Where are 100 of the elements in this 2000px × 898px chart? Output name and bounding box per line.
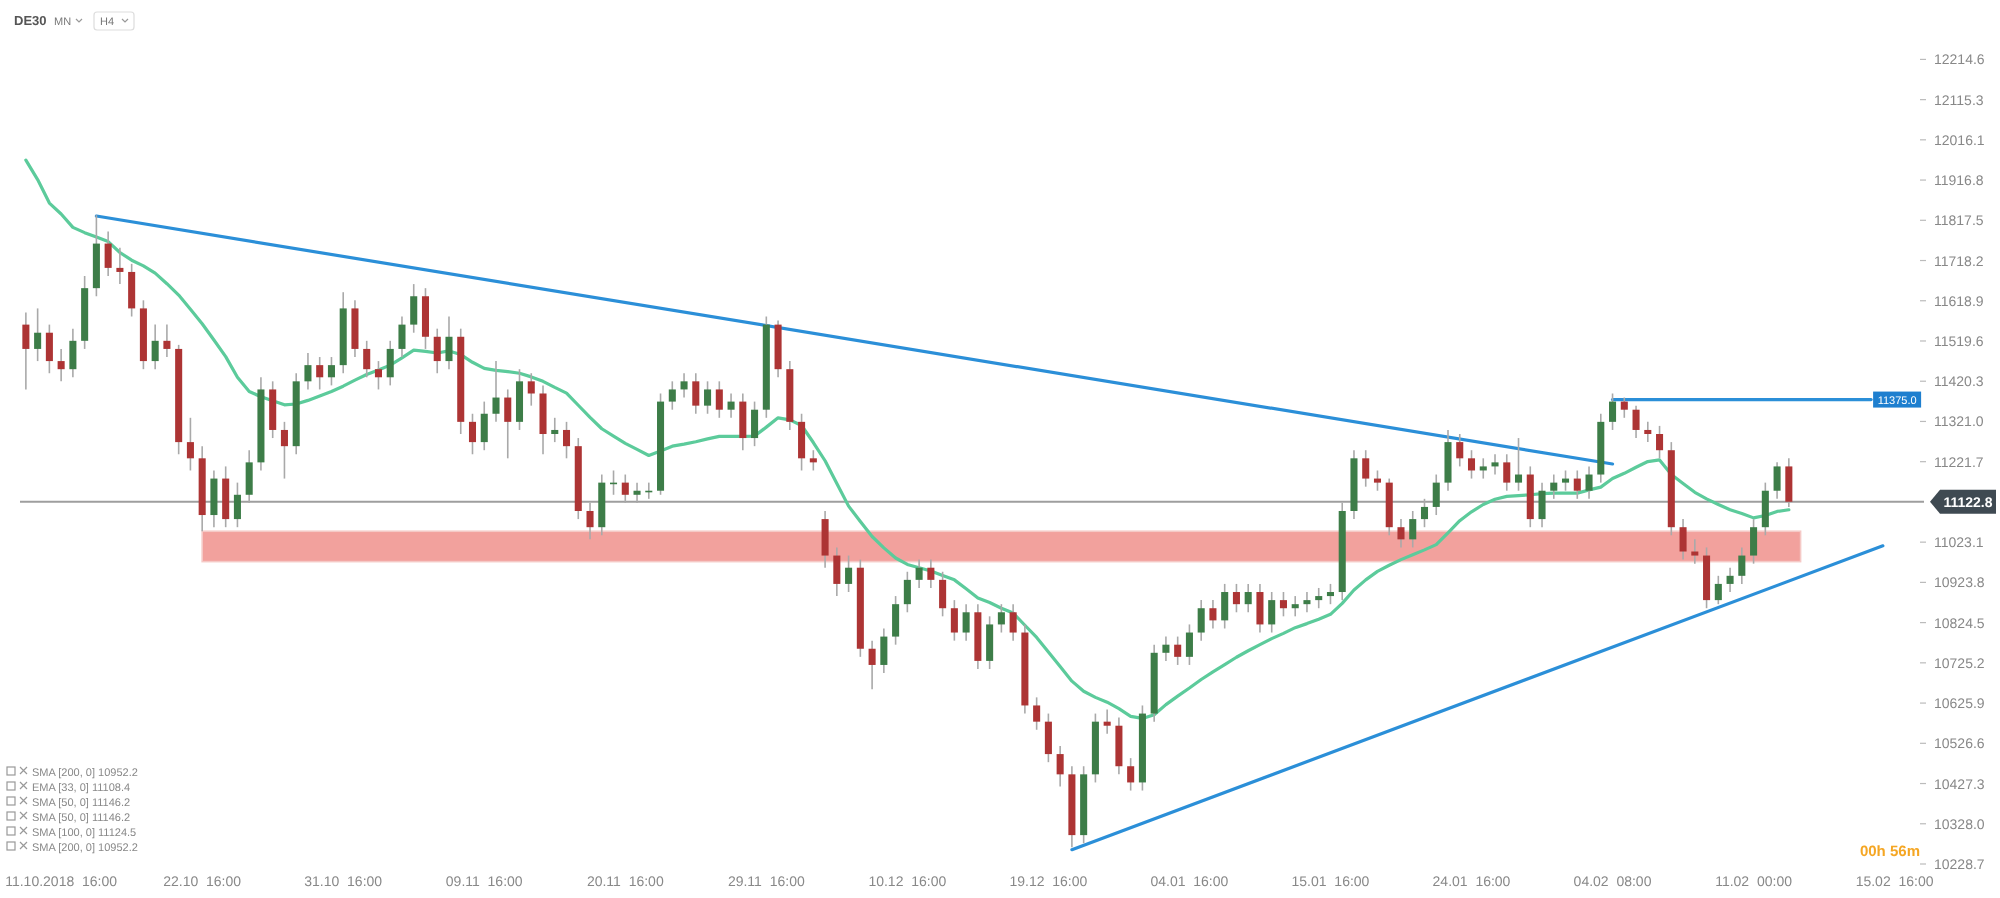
candlestick [1373,469,1382,492]
candlestick [1620,396,1628,419]
candlestick [1291,595,1299,618]
candlestick [692,372,700,415]
candlestick [715,380,723,419]
candlestick [1514,437,1523,492]
candlestick [316,356,324,391]
candlestick [1691,538,1699,565]
candlestick [327,356,335,387]
candlestick [492,360,500,423]
candlestick [927,558,935,589]
candlestick [410,283,418,334]
candlestick [986,615,994,670]
candlestick [539,384,547,456]
candlestick [833,546,841,597]
candlestick [1232,583,1240,614]
candlestick [186,417,194,472]
candlestick [280,421,288,480]
candlestick [1479,457,1487,480]
candlestick [939,570,947,618]
candlestick [1679,518,1687,561]
candlestick [116,246,124,285]
candlestick [903,570,911,614]
candlestick [727,392,735,419]
candlestick [1303,591,1311,614]
candlestick [1044,712,1052,763]
candlestick [739,392,747,452]
candlestick [92,214,100,298]
candlestick [892,595,900,646]
candlestick [774,319,782,379]
candlestick [997,603,1005,634]
candlestick [504,388,512,460]
line-series [24,158,1791,721]
candlestick [45,323,53,375]
candlestick [1738,546,1746,585]
candlestick [527,372,535,407]
candlestick [1409,510,1417,549]
candlestick [868,639,876,691]
candlestick [398,315,406,358]
candlestick [880,627,888,674]
candlestick [751,400,759,447]
candlestick [1115,716,1123,776]
candlestick [1503,453,1511,492]
candlestick [1644,421,1652,443]
candlestick [304,352,312,391]
candlestick [562,421,571,460]
candlestick [1703,546,1711,610]
candlestick [1315,587,1323,610]
candlestick [1033,696,1041,731]
candlestick [1279,591,1287,618]
candlestick [34,307,42,362]
candlestick [69,327,77,379]
candlestick [1268,591,1276,634]
candlestick [1750,518,1758,565]
candlestick [1726,566,1734,593]
candlestick [351,299,359,358]
candlestick [1056,745,1064,788]
candlestick [680,372,688,399]
candlestick [962,603,970,642]
candlestick [950,599,958,642]
candlestick [551,417,559,443]
candlestick [386,340,394,387]
candlestick [1397,518,1405,549]
candlestick [269,380,277,439]
candlestick [915,558,923,589]
candlestick [163,323,171,358]
candlestick [1714,575,1722,605]
candlestick [1221,583,1229,630]
candlestick [821,510,829,569]
candlestick [421,287,430,350]
candlestick [1609,392,1617,431]
candlestick [1562,469,1570,492]
candlestick [1256,583,1264,634]
candlestick [1209,599,1217,630]
candlestick [363,340,371,379]
candlestick [1326,583,1334,605]
candlestick [798,412,806,472]
candlestick [1656,425,1664,460]
candlestick [668,380,676,411]
candlestick [22,311,30,391]
candlestick [1444,429,1452,492]
candlestick [128,263,136,318]
candlestick [1103,708,1111,735]
candlestick [1456,433,1464,468]
candlestick [480,400,488,452]
candlestick [468,412,477,456]
candlestick [1632,404,1640,439]
candlestick [1127,757,1135,792]
candlestick [1197,599,1205,642]
candlestick [1244,583,1252,614]
candlestick [1491,453,1499,476]
candlestick [809,449,817,472]
candlestick [374,360,382,391]
candlestick [1174,635,1182,666]
candlestick [151,323,159,370]
candlestick [1467,449,1476,480]
candlestick [57,348,65,383]
candlestick [1162,635,1170,662]
candlestick [1185,623,1193,666]
candlestick [515,368,524,431]
